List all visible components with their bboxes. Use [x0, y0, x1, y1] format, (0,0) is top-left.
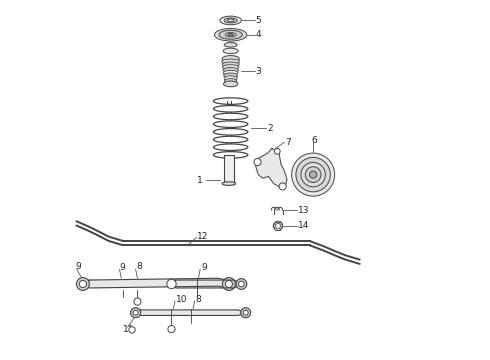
- Text: 8: 8: [196, 295, 201, 304]
- Circle shape: [243, 310, 248, 315]
- Ellipse shape: [214, 105, 248, 112]
- Circle shape: [76, 278, 89, 291]
- Text: 4: 4: [256, 30, 261, 39]
- Polygon shape: [136, 310, 247, 315]
- Text: 7: 7: [285, 138, 291, 147]
- Ellipse shape: [225, 81, 236, 86]
- Ellipse shape: [214, 136, 248, 143]
- Text: 6: 6: [311, 136, 317, 145]
- Circle shape: [275, 224, 280, 228]
- Circle shape: [305, 167, 321, 183]
- Circle shape: [134, 298, 141, 305]
- Ellipse shape: [224, 76, 237, 81]
- Circle shape: [225, 280, 232, 288]
- Ellipse shape: [224, 18, 237, 23]
- Text: 13: 13: [298, 206, 309, 215]
- Text: 10: 10: [176, 295, 187, 304]
- Text: 9: 9: [201, 263, 207, 272]
- Text: 2: 2: [268, 123, 273, 132]
- Ellipse shape: [225, 33, 236, 37]
- Text: 12: 12: [197, 232, 209, 241]
- Circle shape: [292, 153, 335, 196]
- Ellipse shape: [214, 121, 248, 127]
- Circle shape: [131, 308, 141, 318]
- Ellipse shape: [228, 33, 234, 36]
- Polygon shape: [83, 278, 230, 288]
- Circle shape: [222, 278, 235, 291]
- Polygon shape: [256, 148, 287, 188]
- Ellipse shape: [223, 70, 238, 75]
- Ellipse shape: [214, 152, 248, 158]
- Text: 5: 5: [256, 16, 262, 25]
- Ellipse shape: [222, 182, 236, 185]
- Circle shape: [301, 162, 325, 187]
- Ellipse shape: [219, 30, 243, 39]
- Circle shape: [279, 183, 286, 190]
- Text: 11: 11: [123, 325, 135, 334]
- Ellipse shape: [215, 28, 247, 41]
- FancyBboxPatch shape: [224, 155, 234, 184]
- Ellipse shape: [214, 113, 248, 120]
- Circle shape: [296, 157, 330, 192]
- Ellipse shape: [223, 67, 239, 72]
- Text: 9: 9: [120, 263, 125, 272]
- Circle shape: [274, 148, 280, 154]
- Text: 3: 3: [256, 67, 262, 76]
- Circle shape: [168, 325, 175, 333]
- Text: 14: 14: [298, 221, 310, 230]
- Text: 1: 1: [197, 176, 203, 185]
- Ellipse shape: [214, 144, 248, 150]
- Ellipse shape: [224, 78, 237, 84]
- Ellipse shape: [214, 98, 248, 104]
- Ellipse shape: [214, 129, 248, 135]
- Ellipse shape: [227, 19, 234, 22]
- Text: 9: 9: [76, 262, 81, 271]
- Circle shape: [273, 221, 283, 230]
- Text: 8: 8: [136, 262, 142, 271]
- Ellipse shape: [224, 42, 237, 47]
- Circle shape: [254, 158, 261, 166]
- Circle shape: [236, 279, 247, 289]
- Ellipse shape: [224, 73, 238, 78]
- Ellipse shape: [220, 16, 242, 25]
- Circle shape: [133, 310, 138, 315]
- Circle shape: [79, 280, 87, 288]
- Ellipse shape: [222, 62, 239, 67]
- Circle shape: [241, 308, 251, 318]
- Ellipse shape: [223, 48, 238, 54]
- Circle shape: [129, 327, 135, 333]
- Ellipse shape: [223, 81, 238, 87]
- Ellipse shape: [221, 59, 240, 64]
- Ellipse shape: [222, 55, 239, 62]
- Circle shape: [310, 171, 317, 178]
- Circle shape: [239, 281, 245, 287]
- Polygon shape: [172, 280, 242, 288]
- Ellipse shape: [222, 65, 239, 70]
- Circle shape: [167, 279, 176, 289]
